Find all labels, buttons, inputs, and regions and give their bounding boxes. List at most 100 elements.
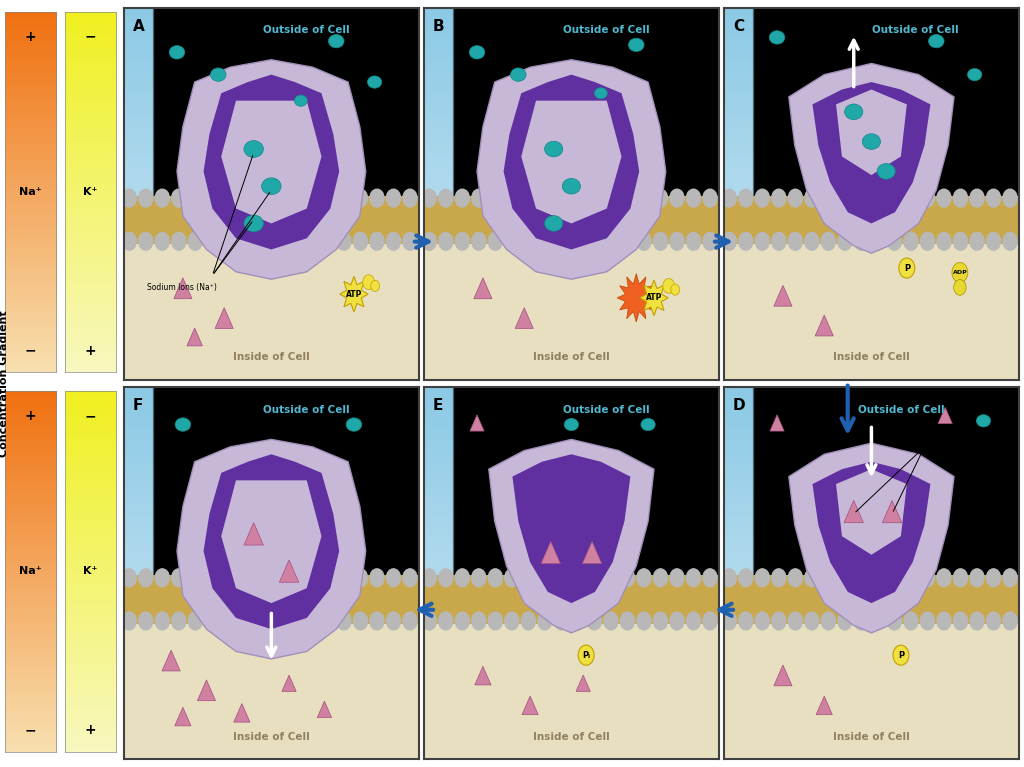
Circle shape — [205, 612, 219, 630]
Ellipse shape — [545, 216, 563, 231]
Circle shape — [953, 232, 968, 250]
Ellipse shape — [294, 95, 307, 107]
Circle shape — [970, 612, 984, 630]
Polygon shape — [812, 462, 931, 603]
Circle shape — [637, 232, 651, 250]
Circle shape — [702, 232, 717, 250]
Circle shape — [205, 189, 219, 207]
Polygon shape — [774, 285, 792, 306]
Polygon shape — [340, 276, 368, 312]
Circle shape — [138, 232, 153, 250]
Circle shape — [604, 612, 618, 630]
Circle shape — [756, 189, 769, 207]
Text: F: F — [133, 399, 143, 413]
Circle shape — [456, 569, 469, 587]
Circle shape — [422, 612, 436, 630]
Circle shape — [321, 232, 335, 250]
Circle shape — [304, 612, 318, 630]
Circle shape — [554, 612, 568, 630]
Circle shape — [422, 569, 436, 587]
Circle shape — [270, 569, 285, 587]
Bar — [724, 575, 1019, 624]
Circle shape — [805, 189, 819, 207]
Circle shape — [205, 232, 219, 250]
Circle shape — [604, 569, 618, 587]
Circle shape — [238, 232, 252, 250]
Circle shape — [788, 189, 803, 207]
Circle shape — [472, 232, 485, 250]
Circle shape — [505, 569, 519, 587]
Polygon shape — [515, 308, 534, 328]
Circle shape — [538, 189, 552, 207]
Circle shape — [670, 232, 684, 250]
Circle shape — [738, 612, 753, 630]
Circle shape — [521, 189, 536, 207]
Circle shape — [772, 232, 785, 250]
Circle shape — [270, 189, 285, 207]
Circle shape — [702, 612, 717, 630]
Polygon shape — [883, 500, 902, 523]
Text: +: + — [25, 29, 37, 44]
Ellipse shape — [641, 418, 655, 431]
Circle shape — [172, 569, 185, 587]
Circle shape — [554, 189, 568, 207]
Circle shape — [122, 189, 136, 207]
Circle shape — [438, 612, 453, 630]
Text: −: − — [84, 410, 96, 423]
Text: K⁺: K⁺ — [83, 566, 97, 577]
Circle shape — [138, 612, 153, 630]
Circle shape — [870, 189, 885, 207]
Circle shape — [772, 569, 785, 587]
Circle shape — [370, 189, 384, 207]
Circle shape — [402, 232, 417, 250]
Circle shape — [472, 189, 485, 207]
Ellipse shape — [845, 104, 863, 120]
Circle shape — [188, 232, 203, 250]
Polygon shape — [187, 328, 203, 346]
Circle shape — [570, 569, 585, 587]
Text: Inside of Cell: Inside of Cell — [534, 732, 609, 742]
Text: P: P — [898, 650, 904, 660]
Circle shape — [888, 612, 901, 630]
Text: E: E — [433, 399, 443, 413]
Bar — [124, 611, 419, 759]
Circle shape — [937, 569, 951, 587]
Text: Potassium
Ions (K⁺): Potassium Ions (K⁺) — [925, 423, 964, 443]
Bar — [724, 231, 1019, 380]
Circle shape — [488, 232, 503, 250]
Polygon shape — [938, 407, 952, 423]
Ellipse shape — [594, 87, 607, 99]
Circle shape — [488, 612, 503, 630]
Circle shape — [353, 569, 368, 587]
Circle shape — [686, 189, 700, 207]
Circle shape — [653, 189, 668, 207]
Polygon shape — [280, 560, 299, 582]
Text: ATP: ATP — [646, 293, 663, 302]
Circle shape — [505, 232, 519, 250]
Ellipse shape — [769, 31, 784, 44]
Circle shape — [921, 569, 935, 587]
Text: Na⁺: Na⁺ — [19, 186, 42, 197]
Polygon shape — [233, 703, 250, 723]
Text: B: B — [433, 19, 444, 34]
Circle shape — [254, 189, 268, 207]
Circle shape — [270, 232, 285, 250]
Circle shape — [386, 569, 400, 587]
Circle shape — [521, 612, 536, 630]
Circle shape — [937, 612, 951, 630]
Polygon shape — [162, 650, 180, 671]
Circle shape — [788, 569, 803, 587]
Circle shape — [986, 232, 1000, 250]
Circle shape — [838, 232, 852, 250]
Circle shape — [238, 189, 252, 207]
Circle shape — [738, 189, 753, 207]
Ellipse shape — [211, 68, 226, 81]
Circle shape — [386, 189, 400, 207]
Polygon shape — [470, 415, 484, 431]
Ellipse shape — [629, 38, 644, 51]
Polygon shape — [221, 480, 322, 603]
Circle shape — [1002, 569, 1017, 587]
Text: Outside of Cell: Outside of Cell — [858, 405, 944, 415]
Polygon shape — [770, 415, 784, 431]
Text: Inside of Cell: Inside of Cell — [233, 352, 309, 362]
